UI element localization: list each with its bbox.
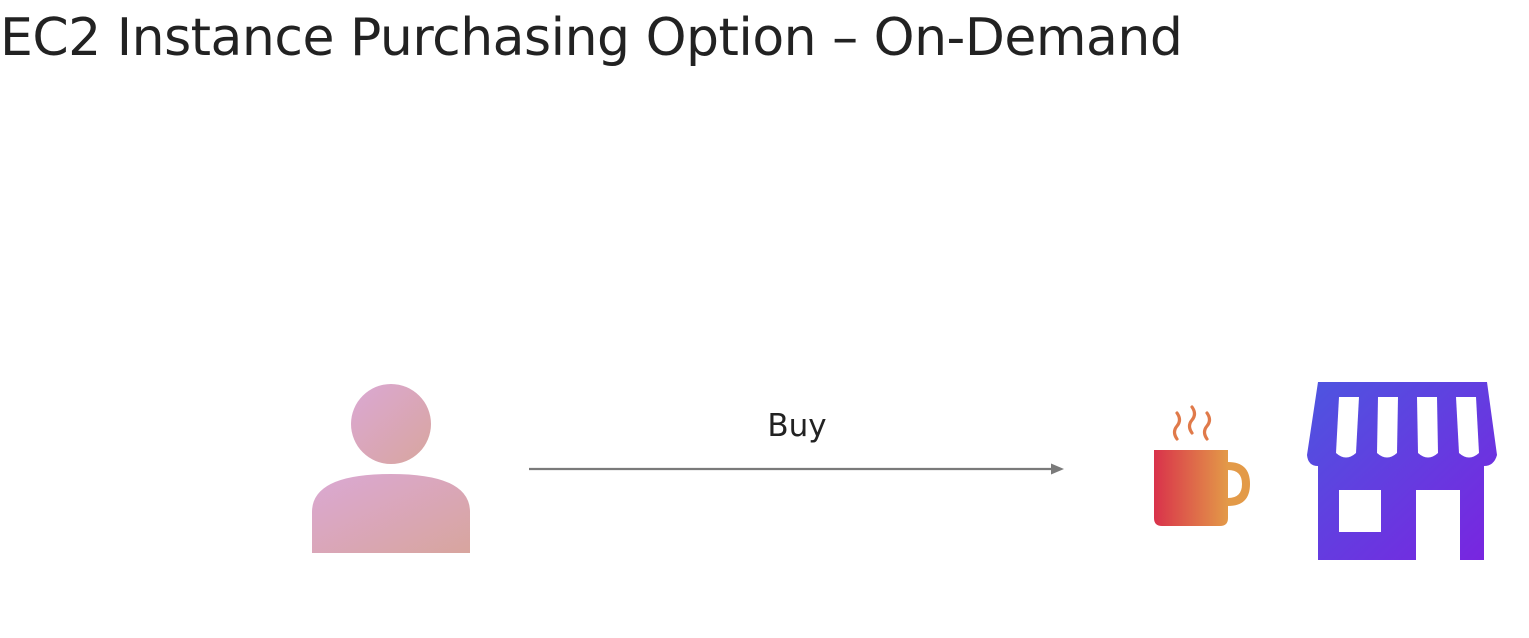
coffee-cup-icon <box>1154 405 1250 526</box>
slide-title: EC2 Instance Purchasing Option – On-Dema… <box>0 8 1183 68</box>
storefront-icon <box>1307 382 1497 560</box>
arrow-label: Buy <box>767 408 826 444</box>
person-icon <box>312 384 470 553</box>
buy-arrow <box>529 463 1064 475</box>
